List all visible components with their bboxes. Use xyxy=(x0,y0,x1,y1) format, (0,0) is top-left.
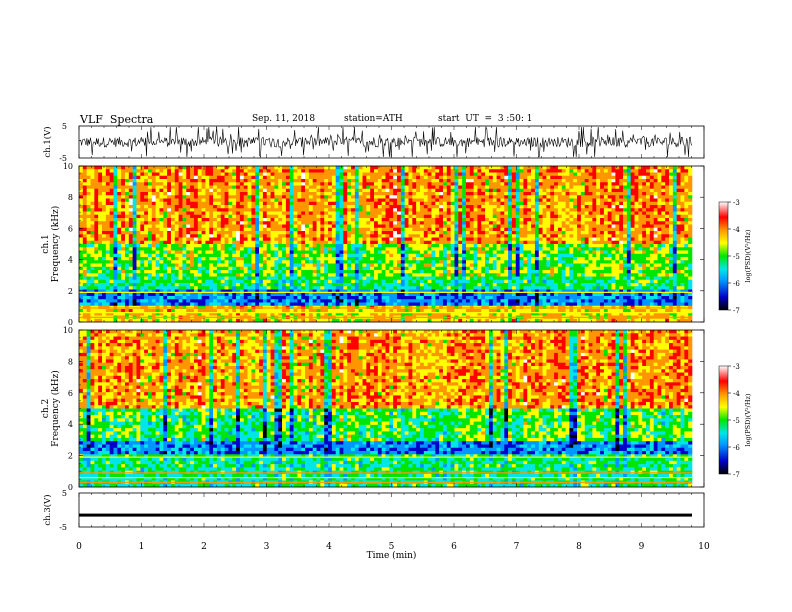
x-axis-label: Time (min) xyxy=(367,550,417,561)
spectral-line xyxy=(79,307,692,309)
date-label: Sep. 11, 2018 xyxy=(252,114,316,124)
y-tick-label: 5 xyxy=(62,489,67,498)
colorbar-tick-label: -3 xyxy=(733,363,740,371)
x-tick-label: 1 xyxy=(139,542,145,552)
x-tick-label: 5 xyxy=(389,542,395,552)
y-tick-label: 10 xyxy=(63,162,73,171)
y-tick-label: 6 xyxy=(68,224,73,233)
y-tick-label: 4 xyxy=(68,420,73,429)
y-tick-label: 10 xyxy=(63,326,73,335)
ch1-trace xyxy=(78,125,693,158)
y-tick-label: 6 xyxy=(68,389,73,398)
x-tick-label: 4 xyxy=(326,542,332,552)
spectral-line xyxy=(79,472,692,474)
y-axis-label: ch.1Frequency (kHz) xyxy=(41,206,61,283)
ch2-spectrogram xyxy=(79,330,693,488)
x-tick-label: 2 xyxy=(201,542,207,552)
y-axis-label: ch.1(V) xyxy=(42,126,53,157)
colorbar-tick-label: -6 xyxy=(733,444,740,452)
spectral-line xyxy=(79,312,692,314)
y-axis-label: ch.3(V) xyxy=(42,494,53,525)
y-tick-label: -5 xyxy=(59,154,67,163)
spectral-line xyxy=(79,456,692,458)
start-time-label: start UT = 3 :50: 1 xyxy=(438,114,533,124)
x-tick-label: 8 xyxy=(576,542,582,552)
y-tick-label: 4 xyxy=(68,256,73,265)
colorbar-tick-label: -3 xyxy=(733,199,740,207)
spectral-line xyxy=(79,291,692,293)
panel-frame xyxy=(78,492,705,528)
colorbar-tick-label: -5 xyxy=(733,417,740,425)
colorbar-tick-label: -5 xyxy=(733,253,740,261)
x-tick-label: 10 xyxy=(698,542,710,552)
y-tick-label: 0 xyxy=(68,483,73,492)
y-axis-label: ch.2Frequency (kHz) xyxy=(41,370,61,447)
ch1-spectrogram-colorbar xyxy=(718,201,729,311)
spectral-line xyxy=(79,481,692,483)
ch2-spectrogram-colorbar xyxy=(718,365,729,475)
colorbar-label: log(PSD)(V²/Hz) xyxy=(744,393,752,446)
colorbar-tick-label: -7 xyxy=(733,471,740,479)
x-tick-label: 7 xyxy=(514,542,520,552)
y-tick-label: 5 xyxy=(62,122,67,131)
colorbar-tick-label: -4 xyxy=(733,226,740,234)
x-tick-label: 0 xyxy=(76,542,82,552)
x-tick-label: 6 xyxy=(451,542,457,552)
colorbar-tick-label: -4 xyxy=(733,390,740,398)
colorbar-label: log(PSD)(V²/Hz) xyxy=(744,229,752,282)
ch3-trace xyxy=(79,513,692,517)
colorbar-tick-label: -6 xyxy=(733,280,740,288)
chart-title: VLF Spectra xyxy=(80,113,154,126)
y-tick-label: 2 xyxy=(68,287,73,296)
x-tick-label: 3 xyxy=(264,542,270,552)
x-tick-label: 9 xyxy=(639,542,645,552)
y-tick-label: -5 xyxy=(59,523,67,532)
y-tick-label: 2 xyxy=(68,452,73,461)
y-tick-label: 8 xyxy=(68,193,73,202)
station-label: station=ATH xyxy=(344,114,403,124)
colorbar-tick-label: -7 xyxy=(733,307,740,315)
y-tick-label: 8 xyxy=(68,357,73,366)
ch1-spectrogram xyxy=(79,166,693,323)
spectral-line xyxy=(79,476,692,479)
spectral-line xyxy=(79,316,692,318)
y-tick-label: 0 xyxy=(68,318,73,327)
